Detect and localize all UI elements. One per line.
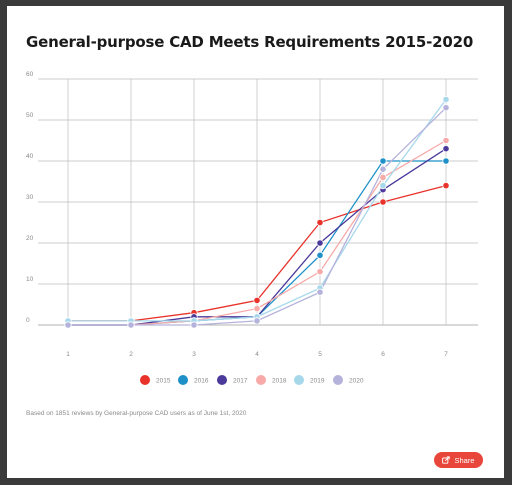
- data-point-2018: [316, 268, 324, 276]
- legend-marker-2016: [178, 375, 188, 385]
- legend-marker-2019: [294, 375, 304, 385]
- y-tick-label: 50: [26, 112, 34, 119]
- data-point-2016: [379, 157, 387, 165]
- y-tick-label: 60: [26, 71, 34, 78]
- chart-card: [7, 6, 504, 478]
- data-point-2019: [442, 95, 450, 104]
- share-label: Share: [454, 455, 475, 465]
- x-tick-label: 6: [381, 351, 385, 358]
- data-point-2018: [379, 173, 387, 181]
- data-point-2015: [253, 296, 261, 304]
- x-tick-label: 7: [444, 351, 448, 358]
- legend-marker-2017: [217, 375, 227, 385]
- x-tick-label: 1: [66, 351, 70, 358]
- data-point-2020: [253, 317, 261, 325]
- legend-marker-2015: [140, 375, 150, 385]
- data-point-2020: [379, 165, 387, 173]
- legend-label-2019: 2019: [310, 377, 325, 384]
- data-point-2019: [379, 182, 387, 190]
- data-point-2015: [442, 182, 450, 190]
- legend-label-2015: 2015: [156, 377, 171, 384]
- data-point-2018: [253, 304, 261, 313]
- footnote: Based on 1851 reviews by General-purpose…: [26, 410, 247, 417]
- x-tick-label: 5: [318, 351, 322, 358]
- data-point-2020: [127, 321, 135, 329]
- x-tick-label: 4: [255, 351, 259, 358]
- y-tick-label: 10: [26, 276, 34, 283]
- data-point-2018: [442, 136, 450, 145]
- share-icon: [442, 456, 451, 464]
- legend-marker-2018: [256, 375, 266, 385]
- legend-marker-2020: [333, 375, 343, 385]
- x-tick-label: 3: [192, 351, 196, 358]
- data-point-2020: [64, 321, 72, 329]
- data-point-2016: [442, 157, 450, 165]
- data-point-2017: [442, 145, 450, 153]
- data-point-2020: [442, 104, 450, 112]
- data-point-2015: [316, 218, 324, 227]
- x-tick-label: 2: [129, 351, 133, 358]
- y-tick-label: 20: [26, 235, 34, 242]
- data-point-2016: [316, 251, 324, 259]
- chart-title: General-purpose CAD Meets Requirements 2…: [26, 33, 474, 51]
- data-point-2020: [190, 321, 198, 329]
- legend-label-2016: 2016: [194, 377, 209, 384]
- y-tick-label: 30: [26, 194, 34, 201]
- data-point-2015: [379, 198, 387, 206]
- legend-label-2018: 2018: [272, 377, 287, 384]
- legend-label-2020: 2020: [349, 377, 364, 384]
- y-tick-label: 0: [26, 317, 30, 324]
- share-button[interactable]: Share: [434, 452, 483, 468]
- legend-label-2017: 2017: [233, 377, 248, 384]
- y-tick-label: 40: [26, 153, 34, 160]
- data-point-2020: [316, 288, 324, 296]
- data-point-2017: [316, 239, 324, 247]
